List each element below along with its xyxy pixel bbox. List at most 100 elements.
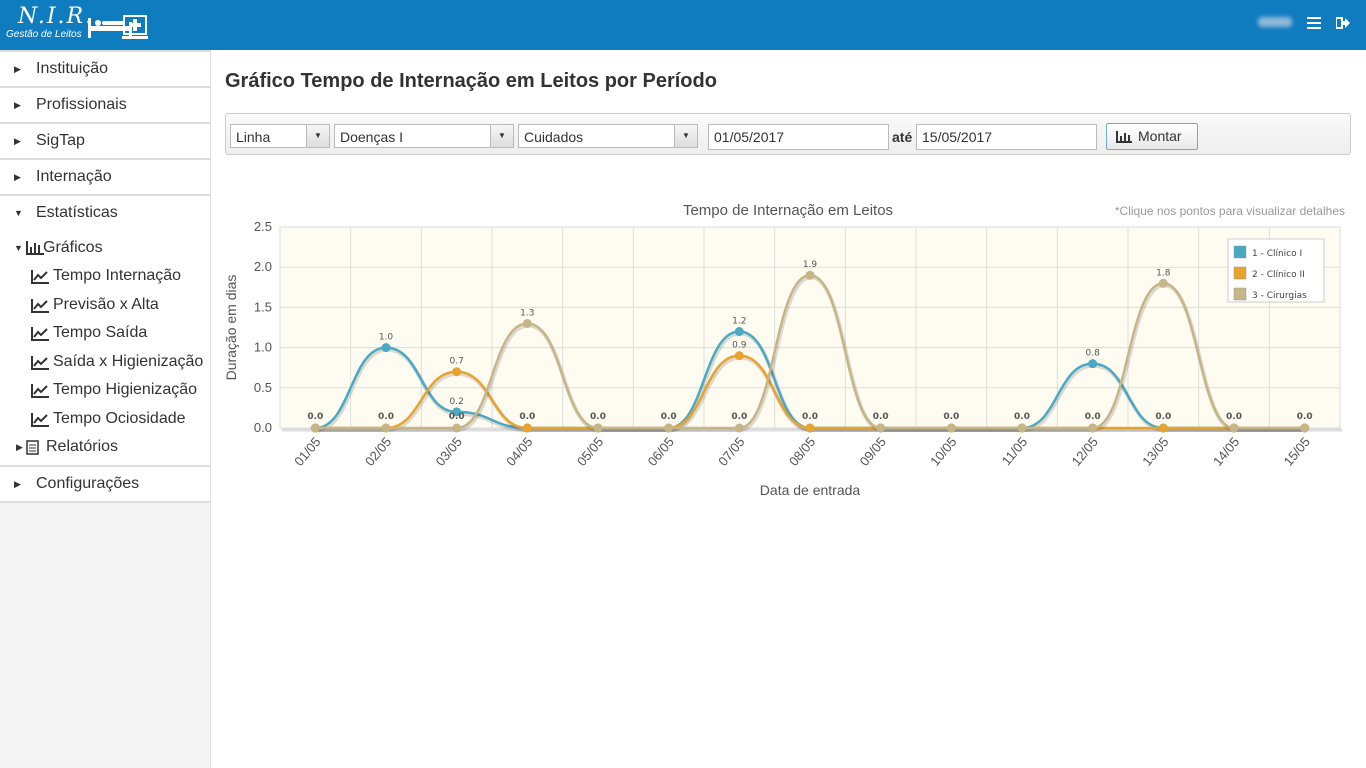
data-label: 0.0 <box>731 412 747 422</box>
category-value: Cuidados <box>524 129 584 145</box>
data-label: 0.0 <box>378 412 394 422</box>
caret-right-icon: ▶ <box>14 136 21 146</box>
series-point <box>734 327 744 337</box>
montar-button[interactable]: Montar <box>1106 123 1198 150</box>
caret-right-icon: ▶ <box>14 172 21 182</box>
sidebar-item-internacao[interactable]: ▶ Internação <box>0 160 210 196</box>
series-point <box>1229 423 1239 433</box>
series-point <box>1088 359 1098 369</box>
sidebar-item-instituicao[interactable]: ▶ Instituição <box>0 52 210 88</box>
line-chart-icon <box>31 298 49 313</box>
category-select[interactable]: Cuidados ▼ <box>518 124 698 148</box>
sidebar-item-tempo-internacao[interactable]: Tempo Internação <box>0 262 210 291</box>
y-tick-label: 0.5 <box>254 380 272 395</box>
x-tick-label: 10/05 <box>927 434 959 469</box>
date-to-input[interactable]: 15/05/2017 <box>916 124 1097 150</box>
sidebar-item-sigtap[interactable]: ▶ SigTap <box>0 124 210 160</box>
sidebar-item-tempo-saida[interactable]: Tempo Saída <box>0 319 210 348</box>
sidebar-item-graficos[interactable]: ▼ Gráficos <box>0 234 210 262</box>
date-from-input[interactable]: 01/05/2017 <box>708 124 889 150</box>
data-label: 0.0 <box>307 412 323 422</box>
data-label: 0.0 <box>519 412 535 422</box>
x-tick-label: 08/05 <box>786 434 818 469</box>
data-label: 1.0 <box>379 333 394 343</box>
top-bar: N.I.R. Gestão de Leitos daniel <box>0 0 1366 50</box>
document-icon <box>26 440 39 455</box>
data-label: 0.0 <box>661 412 677 422</box>
series-point <box>381 343 391 353</box>
sidebar-item-label: Profissionais <box>36 96 127 113</box>
data-label: 0.0 <box>449 412 465 422</box>
montar-label: Montar <box>1138 128 1182 144</box>
series-point <box>1158 278 1168 288</box>
user-name[interactable]: daniel <box>1258 17 1292 27</box>
chevron-down-icon: ▼ <box>490 125 513 147</box>
series-point <box>734 423 744 433</box>
chart-type-select[interactable]: Linha ▼ <box>230 124 330 148</box>
series-point <box>805 423 815 433</box>
x-tick-label: 13/05 <box>1139 434 1171 469</box>
series-point <box>1017 423 1027 433</box>
sidebar-item-profissionais[interactable]: ▶ Profissionais <box>0 88 210 124</box>
x-tick-label: 12/05 <box>1069 434 1101 469</box>
series-point <box>452 367 462 377</box>
sidebar: ▶ Instituição ▶ Profissionais ▶ SigTap ▶ Int… <box>0 50 211 768</box>
sidebar-item-tempo-higienizacao[interactable]: Tempo Higienização <box>0 376 210 405</box>
y-tick-label: 1.5 <box>254 299 272 314</box>
x-tick-label: 14/05 <box>1210 434 1242 469</box>
legend-swatch <box>1233 287 1247 301</box>
data-label: 0.0 <box>873 412 889 422</box>
group-select[interactable]: Doenças I ▼ <box>334 124 514 148</box>
main-content: Gráfico Tempo de Internação em Leitos po… <box>211 50 1366 768</box>
caret-down-icon: ▼ <box>14 243 23 253</box>
chart-hint: *Clique nos pontos para visualizar detal… <box>1115 204 1345 218</box>
logout-icon[interactable] <box>1335 16 1350 32</box>
sub-item-label: Previsão x Alta <box>53 295 159 313</box>
sidebar-item-tempo-ociosidade[interactable]: Tempo Ociosidade <box>0 405 210 434</box>
sidebar-item-relatorios[interactable]: ▶ Relatórios <box>0 433 210 461</box>
x-tick-label: 11/05 <box>999 434 1031 468</box>
data-label: 1.3 <box>520 308 534 318</box>
filter-bar: Linha ▼ Doenças I ▼ Cuidados ▼ 01/05/2017 a… <box>225 113 1351 155</box>
menu-icon[interactable] <box>1307 16 1321 32</box>
sidebar-item-saida-higienizacao[interactable]: Saída x Higienização <box>0 348 210 377</box>
series-point <box>876 423 886 433</box>
data-label: 1.2 <box>732 317 746 327</box>
sidebar-item-configuracoes[interactable]: ▶ Configurações <box>0 467 210 503</box>
series-point <box>734 351 744 361</box>
plot-area <box>279 226 1341 429</box>
x-tick-label: 15/05 <box>1281 434 1313 469</box>
chevron-down-icon: ▼ <box>306 125 329 147</box>
logo-sub: Gestão de Leitos <box>6 29 82 40</box>
page-title: Gráfico Tempo de Internação em Leitos po… <box>225 70 717 92</box>
sub-item-label: Tempo Saída <box>53 324 148 341</box>
line-chart-icon <box>31 270 49 284</box>
caret-right-icon: ▶ <box>14 479 21 489</box>
bar-chart-icon <box>1116 131 1132 143</box>
date-separator: até <box>892 129 913 145</box>
sidebar-item-label: SigTap <box>36 132 85 149</box>
series-point <box>1300 423 1310 433</box>
sub-item-label: Tempo Ociosidade <box>53 409 186 427</box>
legend-swatch <box>1233 266 1247 280</box>
x-tick-label: 09/05 <box>857 434 889 469</box>
x-tick-label: 05/05 <box>574 434 606 469</box>
series-point <box>946 423 956 433</box>
series-point <box>522 423 532 433</box>
data-label: 0.0 <box>1085 412 1101 422</box>
series-point <box>452 423 462 433</box>
data-label: 0.0 <box>590 412 606 422</box>
data-label: 0.0 <box>1297 412 1313 422</box>
logo-main: N.I.R. <box>18 4 95 29</box>
sub-item-label: Tempo Higienização <box>53 381 198 398</box>
series-point <box>310 423 320 433</box>
legend-entry: 3 - Cirurgias <box>1252 291 1307 301</box>
x-tick-label: 02/05 <box>362 434 394 469</box>
logo[interactable]: N.I.R. Gestão de Leitos <box>6 4 95 41</box>
hospital-bed-icon <box>88 15 148 39</box>
sidebar-item-previsao-alta[interactable]: Previsão x Alta <box>0 291 210 320</box>
sidebar-item-estatisticas[interactable]: ▼ Estatísticas <box>0 196 210 230</box>
chevron-down-icon: ▼ <box>674 125 697 147</box>
data-label: 0.2 <box>450 397 464 407</box>
x-tick-label: 04/05 <box>503 434 535 469</box>
